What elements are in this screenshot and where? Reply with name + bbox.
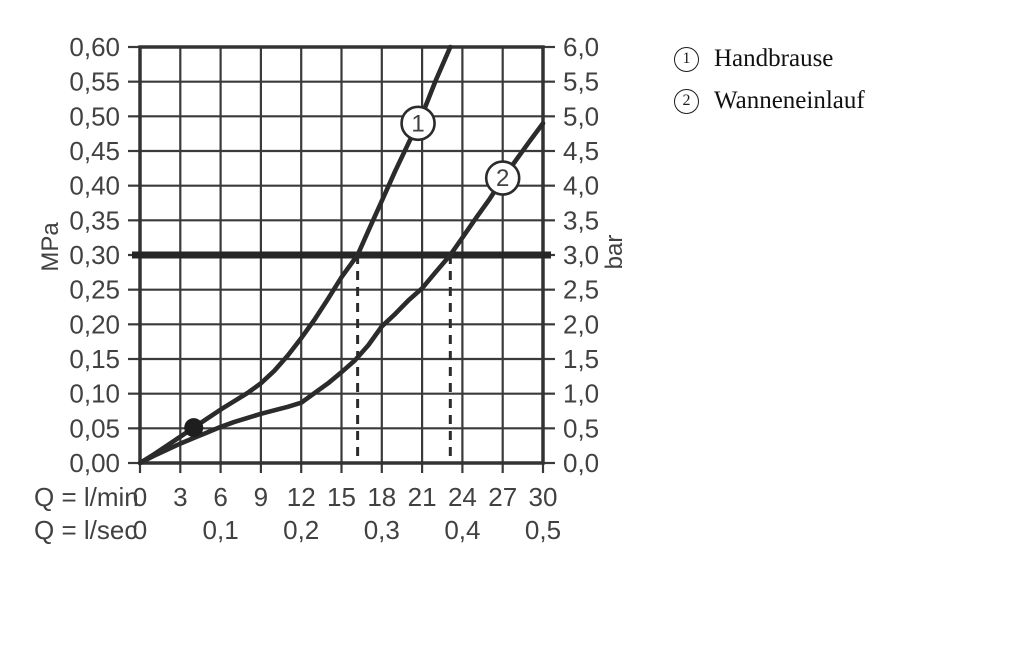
y-left-tick-label: 0,10 xyxy=(69,379,120,409)
x-axis-lmin-label: Q = l/min xyxy=(34,482,139,512)
legend-item-handbrause: 1 Handbrause xyxy=(674,45,865,73)
y-left-tick-label: 0,15 xyxy=(69,344,120,374)
y-left-tick-label: 0,05 xyxy=(69,413,120,443)
y-right-tick-label: 3,5 xyxy=(563,205,599,235)
x-lmin-tick-label: 30 xyxy=(529,482,558,512)
x-lmin-tick-label: 24 xyxy=(448,482,477,512)
x-lsec-tick-label: 0,4 xyxy=(444,515,480,545)
y-left-tick-label: 0,20 xyxy=(69,309,120,339)
legend-item-wanneneinlauf: 2 Wanneneinlauf xyxy=(674,87,865,115)
x-lsec-tick-label: 0,3 xyxy=(364,515,400,545)
x-lmin-tick-label: 6 xyxy=(213,482,227,512)
x-lsec-tick-label: 0,5 xyxy=(525,515,561,545)
x-lsec-tick-label: 0,2 xyxy=(283,515,319,545)
y-right-tick-label: 6,0 xyxy=(563,32,599,62)
y-right-tick-label: 0,5 xyxy=(563,413,599,443)
curve-marker-circle-2 xyxy=(484,160,521,196)
y-left-tick-label: 0,50 xyxy=(69,101,120,131)
y-right-tick-label: 4,5 xyxy=(563,136,599,166)
circled-2-icon: 2 xyxy=(674,88,699,114)
circled-1-icon: 1 xyxy=(674,46,699,72)
y-left-unit-label: MPa xyxy=(37,222,64,272)
x-lsec-tick-label: 0,1 xyxy=(203,515,239,545)
x-lmin-tick-label: 12 xyxy=(287,482,316,512)
y-left-tick-label: 0,35 xyxy=(69,205,120,235)
x-lmin-tick-label: 21 xyxy=(408,482,437,512)
flow-pressure-chart: 120,600,550,500,450,400,350,300,250,200,… xyxy=(34,32,628,545)
x-axis-lsec-label: Q = l/sec xyxy=(34,515,137,545)
curve-marker-circle-1 xyxy=(400,105,436,142)
x-lmin-tick-label: 15 xyxy=(327,482,356,512)
y-left-tick-label: 0,00 xyxy=(69,448,120,478)
y-left-tick-label: 0,45 xyxy=(69,136,120,166)
legend-symbol: 1 xyxy=(682,50,691,67)
y-right-tick-label: 5,5 xyxy=(563,67,599,97)
curve-marker-number-2: 2 xyxy=(496,165,509,192)
y-right-tick-label: 0,0 xyxy=(563,448,599,478)
x-lmin-tick-label: 3 xyxy=(173,482,187,512)
x-lsec-tick-label: 0 xyxy=(133,515,147,545)
x-lmin-tick-label: 27 xyxy=(488,482,517,512)
y-right-tick-label: 5,0 xyxy=(563,101,599,131)
legend-label: Wanneneinlauf xyxy=(714,87,865,114)
y-right-tick-label: 4,0 xyxy=(563,171,599,201)
legend-symbol: 2 xyxy=(682,92,691,109)
legend: 1 Handbrause 2 Wanneneinlauf xyxy=(674,45,865,129)
y-right-tick-label: 2,0 xyxy=(563,309,599,339)
y-right-unit-label: bar xyxy=(601,235,628,270)
y-left-tick-label: 0,40 xyxy=(69,171,120,201)
y-left-tick-label: 0,55 xyxy=(69,67,120,97)
y-right-tick-label: 3,0 xyxy=(563,240,599,270)
y-left-tick-label: 0,25 xyxy=(69,275,120,305)
x-lmin-tick-label: 18 xyxy=(367,482,396,512)
y-right-tick-label: 1,0 xyxy=(563,379,599,409)
legend-label: Handbrause xyxy=(714,45,834,72)
x-lmin-tick-label: 0 xyxy=(133,482,147,512)
curve-wanneneinlauf xyxy=(137,121,546,466)
x-lmin-tick-label: 9 xyxy=(254,482,268,512)
curve-marker-number-1: 1 xyxy=(411,110,424,137)
operating-point-dot xyxy=(184,418,204,438)
y-right-tick-label: 1,5 xyxy=(563,344,599,374)
y-right-tick-label: 2,5 xyxy=(563,275,599,305)
y-left-tick-label: 0,60 xyxy=(69,32,120,62)
y-left-tick-label: 0,30 xyxy=(69,240,120,270)
